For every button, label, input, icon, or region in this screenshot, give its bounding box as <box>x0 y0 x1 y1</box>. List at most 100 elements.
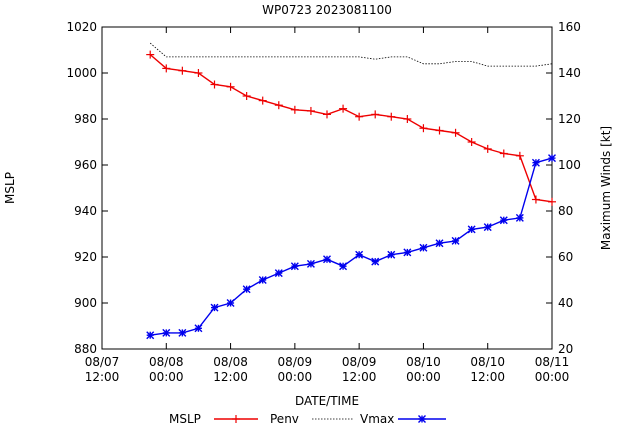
mslp-point <box>290 105 299 114</box>
vmax-point <box>515 213 524 222</box>
series-layer <box>146 42 556 340</box>
vmax-point <box>483 223 492 232</box>
tick-layer <box>101 26 553 350</box>
y-right-tick-label: 80 <box>558 204 573 218</box>
plot-frame-layer <box>101 26 553 350</box>
mslp-point <box>451 128 460 137</box>
y-right-tick-label: 20 <box>558 342 573 356</box>
mslp-point <box>371 110 380 119</box>
x-axis-label: DATE/TIME <box>295 394 359 408</box>
vmax-point <box>290 262 299 271</box>
legend-label-penv: Penv <box>270 412 299 426</box>
x-tick-time-label: 00:00 <box>149 370 184 384</box>
vmax-point <box>274 269 283 278</box>
y-left-tick-label: 960 <box>74 158 97 172</box>
mslp-point <box>339 104 348 113</box>
x-tick-date-label: 08/09 <box>278 355 313 369</box>
vmax-point <box>323 255 331 264</box>
vmax-point <box>435 239 444 248</box>
y-right-tick-label: 40 <box>558 296 573 310</box>
penv-series-line <box>149 42 553 67</box>
chart-title: WP0723 2023081100 <box>262 3 392 17</box>
mslp-point <box>467 138 476 146</box>
mslp-point <box>323 110 331 119</box>
y-right-tick-label: 140 <box>558 66 581 80</box>
legend-marker-mslp <box>232 415 240 423</box>
vmax-point <box>451 236 460 245</box>
mslp-point <box>355 112 364 121</box>
vmax-point <box>531 158 540 167</box>
mslp-point <box>274 101 283 110</box>
vmax-point <box>355 250 364 259</box>
y-left-tick-label: 940 <box>74 204 97 218</box>
x-tick-date-label: 08/09 <box>342 355 377 369</box>
x-tick-date-label: 08/10 <box>406 355 441 369</box>
y-left-axis-label: MSLP <box>3 172 17 204</box>
x-tick-time-label: 12:00 <box>85 370 120 384</box>
y-right-axis-label: Maximum Winds [kt] <box>599 126 613 250</box>
mslp-point <box>548 197 556 206</box>
vmax-point <box>146 331 155 340</box>
mslp-point <box>178 66 187 75</box>
y-right-tick-label: 100 <box>558 158 581 172</box>
vmax-point <box>162 328 171 337</box>
mslp-point <box>419 124 428 133</box>
mslp-point <box>226 82 235 91</box>
vmax-point <box>419 243 428 252</box>
mslp-point <box>194 69 203 77</box>
x-tick-time-label: 12:00 <box>213 370 248 384</box>
mslp-point <box>483 144 492 153</box>
mslp-point <box>499 149 508 158</box>
x-tick-date-label: 08/08 <box>213 355 248 369</box>
x-tick-time-label: 00:00 <box>278 370 313 384</box>
mslp-point <box>515 151 524 160</box>
x-tick-time-label: 12:00 <box>470 370 505 384</box>
vmax-point <box>548 154 556 163</box>
y-right-tick-label: 160 <box>558 20 581 34</box>
legend-label-mslp: MSLP <box>169 412 201 426</box>
vmax-point <box>258 276 267 284</box>
x-tick-time-label: 00:00 <box>406 370 441 384</box>
x-tick-date-label: 08/10 <box>470 355 505 369</box>
mslp-point <box>435 126 444 135</box>
vmax-point <box>403 248 412 257</box>
y-left-tick-label: 1000 <box>66 66 97 80</box>
y-right-tick-label: 60 <box>558 250 573 264</box>
legend-marker-vmax <box>418 415 426 423</box>
vmax-series-line <box>150 157 553 336</box>
y-right-tick-label: 120 <box>558 112 581 126</box>
vmax-point <box>226 299 235 307</box>
legend-label-vmax: Vmax <box>360 412 394 426</box>
mslp-point <box>210 80 219 89</box>
label-layer: 880 900 920 940 960 980 1000 1020 20 40 60 80 100 120… <box>3 3 613 408</box>
vmax-point <box>387 250 396 259</box>
x-tick-date-label: 08/07 <box>85 355 120 369</box>
vmax-point <box>210 303 219 312</box>
x-tick-date-label: 08/11 <box>535 355 570 369</box>
vmax-point <box>499 216 508 225</box>
mslp-point <box>387 112 396 121</box>
plot-frame <box>101 26 553 350</box>
vmax-point <box>371 257 380 266</box>
legend: MSLP Penv Vmax <box>169 412 446 426</box>
y-left-tick-label: 900 <box>74 296 97 310</box>
mslp-point <box>258 96 267 105</box>
vmax-point <box>194 324 203 333</box>
x-tick-time-label: 00:00 <box>535 370 570 384</box>
y-left-tick-label: 980 <box>74 112 97 126</box>
mslp-series-line <box>149 54 553 203</box>
mslp-point <box>162 64 171 73</box>
vmax-point <box>178 328 187 337</box>
vmax-point <box>306 259 315 268</box>
y-left-tick-label: 920 <box>74 250 97 264</box>
mslp-point <box>242 92 251 100</box>
vmax-point <box>339 262 348 271</box>
x-tick-date-label: 08/08 <box>149 355 184 369</box>
mslp-point <box>306 106 315 115</box>
vmax-point <box>242 285 251 294</box>
mslp-point <box>146 50 155 59</box>
mslp-point <box>531 195 540 204</box>
vmax-point <box>467 225 476 234</box>
x-tick-time-label: 12:00 <box>342 370 377 384</box>
